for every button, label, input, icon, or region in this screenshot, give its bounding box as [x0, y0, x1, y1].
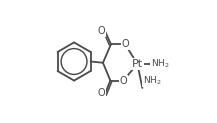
Text: NH$_2$: NH$_2$ — [143, 74, 162, 87]
Text: O: O — [119, 76, 127, 86]
Text: NH$_2$: NH$_2$ — [151, 58, 169, 70]
Text: O: O — [98, 26, 105, 36]
Text: O: O — [98, 88, 105, 99]
Text: O: O — [121, 39, 129, 49]
Text: Pt: Pt — [132, 59, 143, 69]
